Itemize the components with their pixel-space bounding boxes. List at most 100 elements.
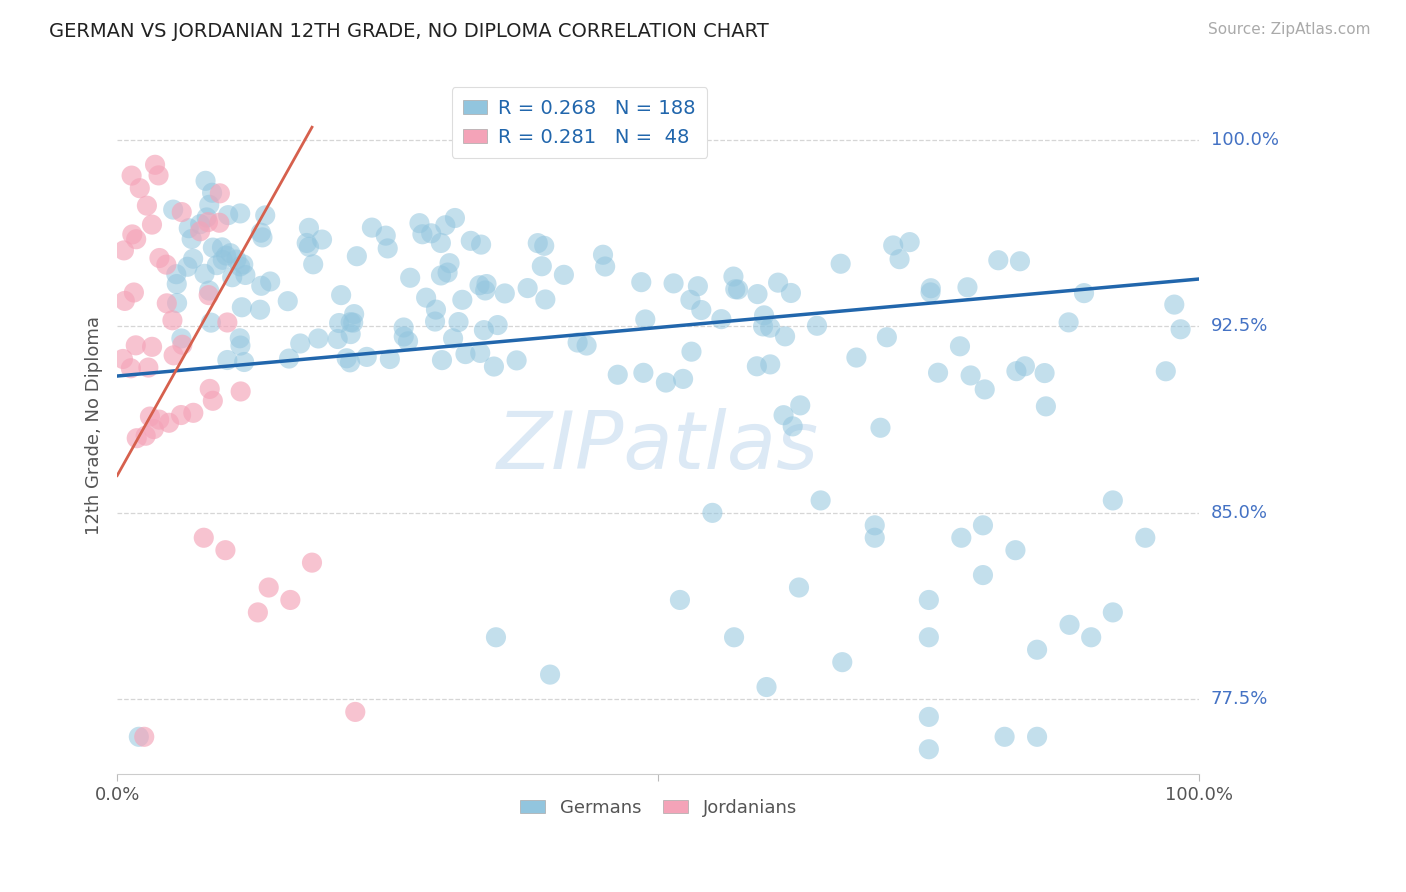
Point xyxy=(863,518,886,533)
Point xyxy=(672,372,695,386)
Point xyxy=(219,246,242,260)
Point xyxy=(759,320,782,334)
Point xyxy=(125,431,148,445)
Point xyxy=(170,331,193,345)
Point xyxy=(125,338,148,352)
Point xyxy=(280,593,302,607)
Point xyxy=(690,303,713,318)
Point xyxy=(208,186,231,201)
Point xyxy=(277,294,299,309)
Point xyxy=(377,241,399,255)
Point xyxy=(225,252,247,267)
Point xyxy=(205,258,228,272)
Point xyxy=(346,249,368,263)
Point xyxy=(752,319,775,334)
Point xyxy=(1008,254,1031,268)
Point xyxy=(447,315,470,329)
Point xyxy=(806,318,828,333)
Point xyxy=(782,419,804,434)
Point xyxy=(1135,531,1157,545)
Point xyxy=(468,278,491,293)
Point xyxy=(482,359,505,374)
Point xyxy=(727,283,749,297)
Point xyxy=(460,234,482,248)
Point xyxy=(122,285,145,300)
Point xyxy=(399,270,422,285)
Point xyxy=(181,406,204,420)
Point xyxy=(567,335,589,350)
Point xyxy=(662,277,685,291)
Point xyxy=(1035,400,1057,414)
Point xyxy=(655,376,678,390)
Point xyxy=(789,398,811,412)
Point xyxy=(193,531,215,545)
Point xyxy=(392,320,415,334)
Point xyxy=(141,340,163,354)
Point xyxy=(181,252,204,266)
Point xyxy=(166,277,188,291)
Point xyxy=(259,275,281,289)
Legend: Germans, Jordanians: Germans, Jordanians xyxy=(513,792,804,824)
Point xyxy=(724,282,747,296)
Text: 92.5%: 92.5% xyxy=(1211,318,1268,335)
Point xyxy=(1005,364,1028,378)
Point xyxy=(1073,286,1095,301)
Point xyxy=(752,309,775,323)
Point xyxy=(278,351,301,366)
Point xyxy=(344,705,367,719)
Point xyxy=(575,338,598,352)
Point xyxy=(211,240,233,254)
Point xyxy=(1101,493,1123,508)
Point xyxy=(250,226,273,240)
Point xyxy=(882,238,904,252)
Point xyxy=(229,384,252,399)
Point xyxy=(723,269,745,284)
Point xyxy=(956,280,979,294)
Point xyxy=(1163,297,1185,311)
Point xyxy=(686,279,709,293)
Point xyxy=(681,344,703,359)
Point xyxy=(200,316,222,330)
Point xyxy=(188,217,211,231)
Point xyxy=(1170,322,1192,336)
Point xyxy=(747,287,769,301)
Point xyxy=(972,568,994,582)
Point xyxy=(339,327,361,342)
Point xyxy=(135,199,157,213)
Point xyxy=(180,232,202,246)
Point xyxy=(434,219,457,233)
Point xyxy=(1026,642,1049,657)
Point xyxy=(745,359,768,374)
Point xyxy=(114,293,136,308)
Point xyxy=(254,208,277,222)
Point xyxy=(235,268,257,282)
Point xyxy=(918,742,941,756)
Point xyxy=(128,181,150,195)
Point xyxy=(201,393,224,408)
Point xyxy=(221,270,243,285)
Point xyxy=(845,351,868,365)
Point xyxy=(290,336,312,351)
Point xyxy=(1080,630,1102,644)
Point xyxy=(918,710,941,724)
Point xyxy=(148,251,170,265)
Point xyxy=(170,205,193,219)
Point xyxy=(396,334,419,349)
Point xyxy=(538,667,561,681)
Point xyxy=(142,422,165,436)
Y-axis label: 12th Grade, No Diploma: 12th Grade, No Diploma xyxy=(86,317,103,535)
Point xyxy=(121,227,143,242)
Point xyxy=(148,169,170,183)
Point xyxy=(444,211,467,225)
Point xyxy=(987,253,1010,268)
Point xyxy=(170,408,193,422)
Point xyxy=(423,314,446,328)
Point xyxy=(1101,606,1123,620)
Point xyxy=(195,211,218,225)
Point xyxy=(830,257,852,271)
Point xyxy=(162,202,184,217)
Point xyxy=(112,244,135,258)
Point xyxy=(198,198,221,212)
Point xyxy=(201,186,224,200)
Point xyxy=(633,366,655,380)
